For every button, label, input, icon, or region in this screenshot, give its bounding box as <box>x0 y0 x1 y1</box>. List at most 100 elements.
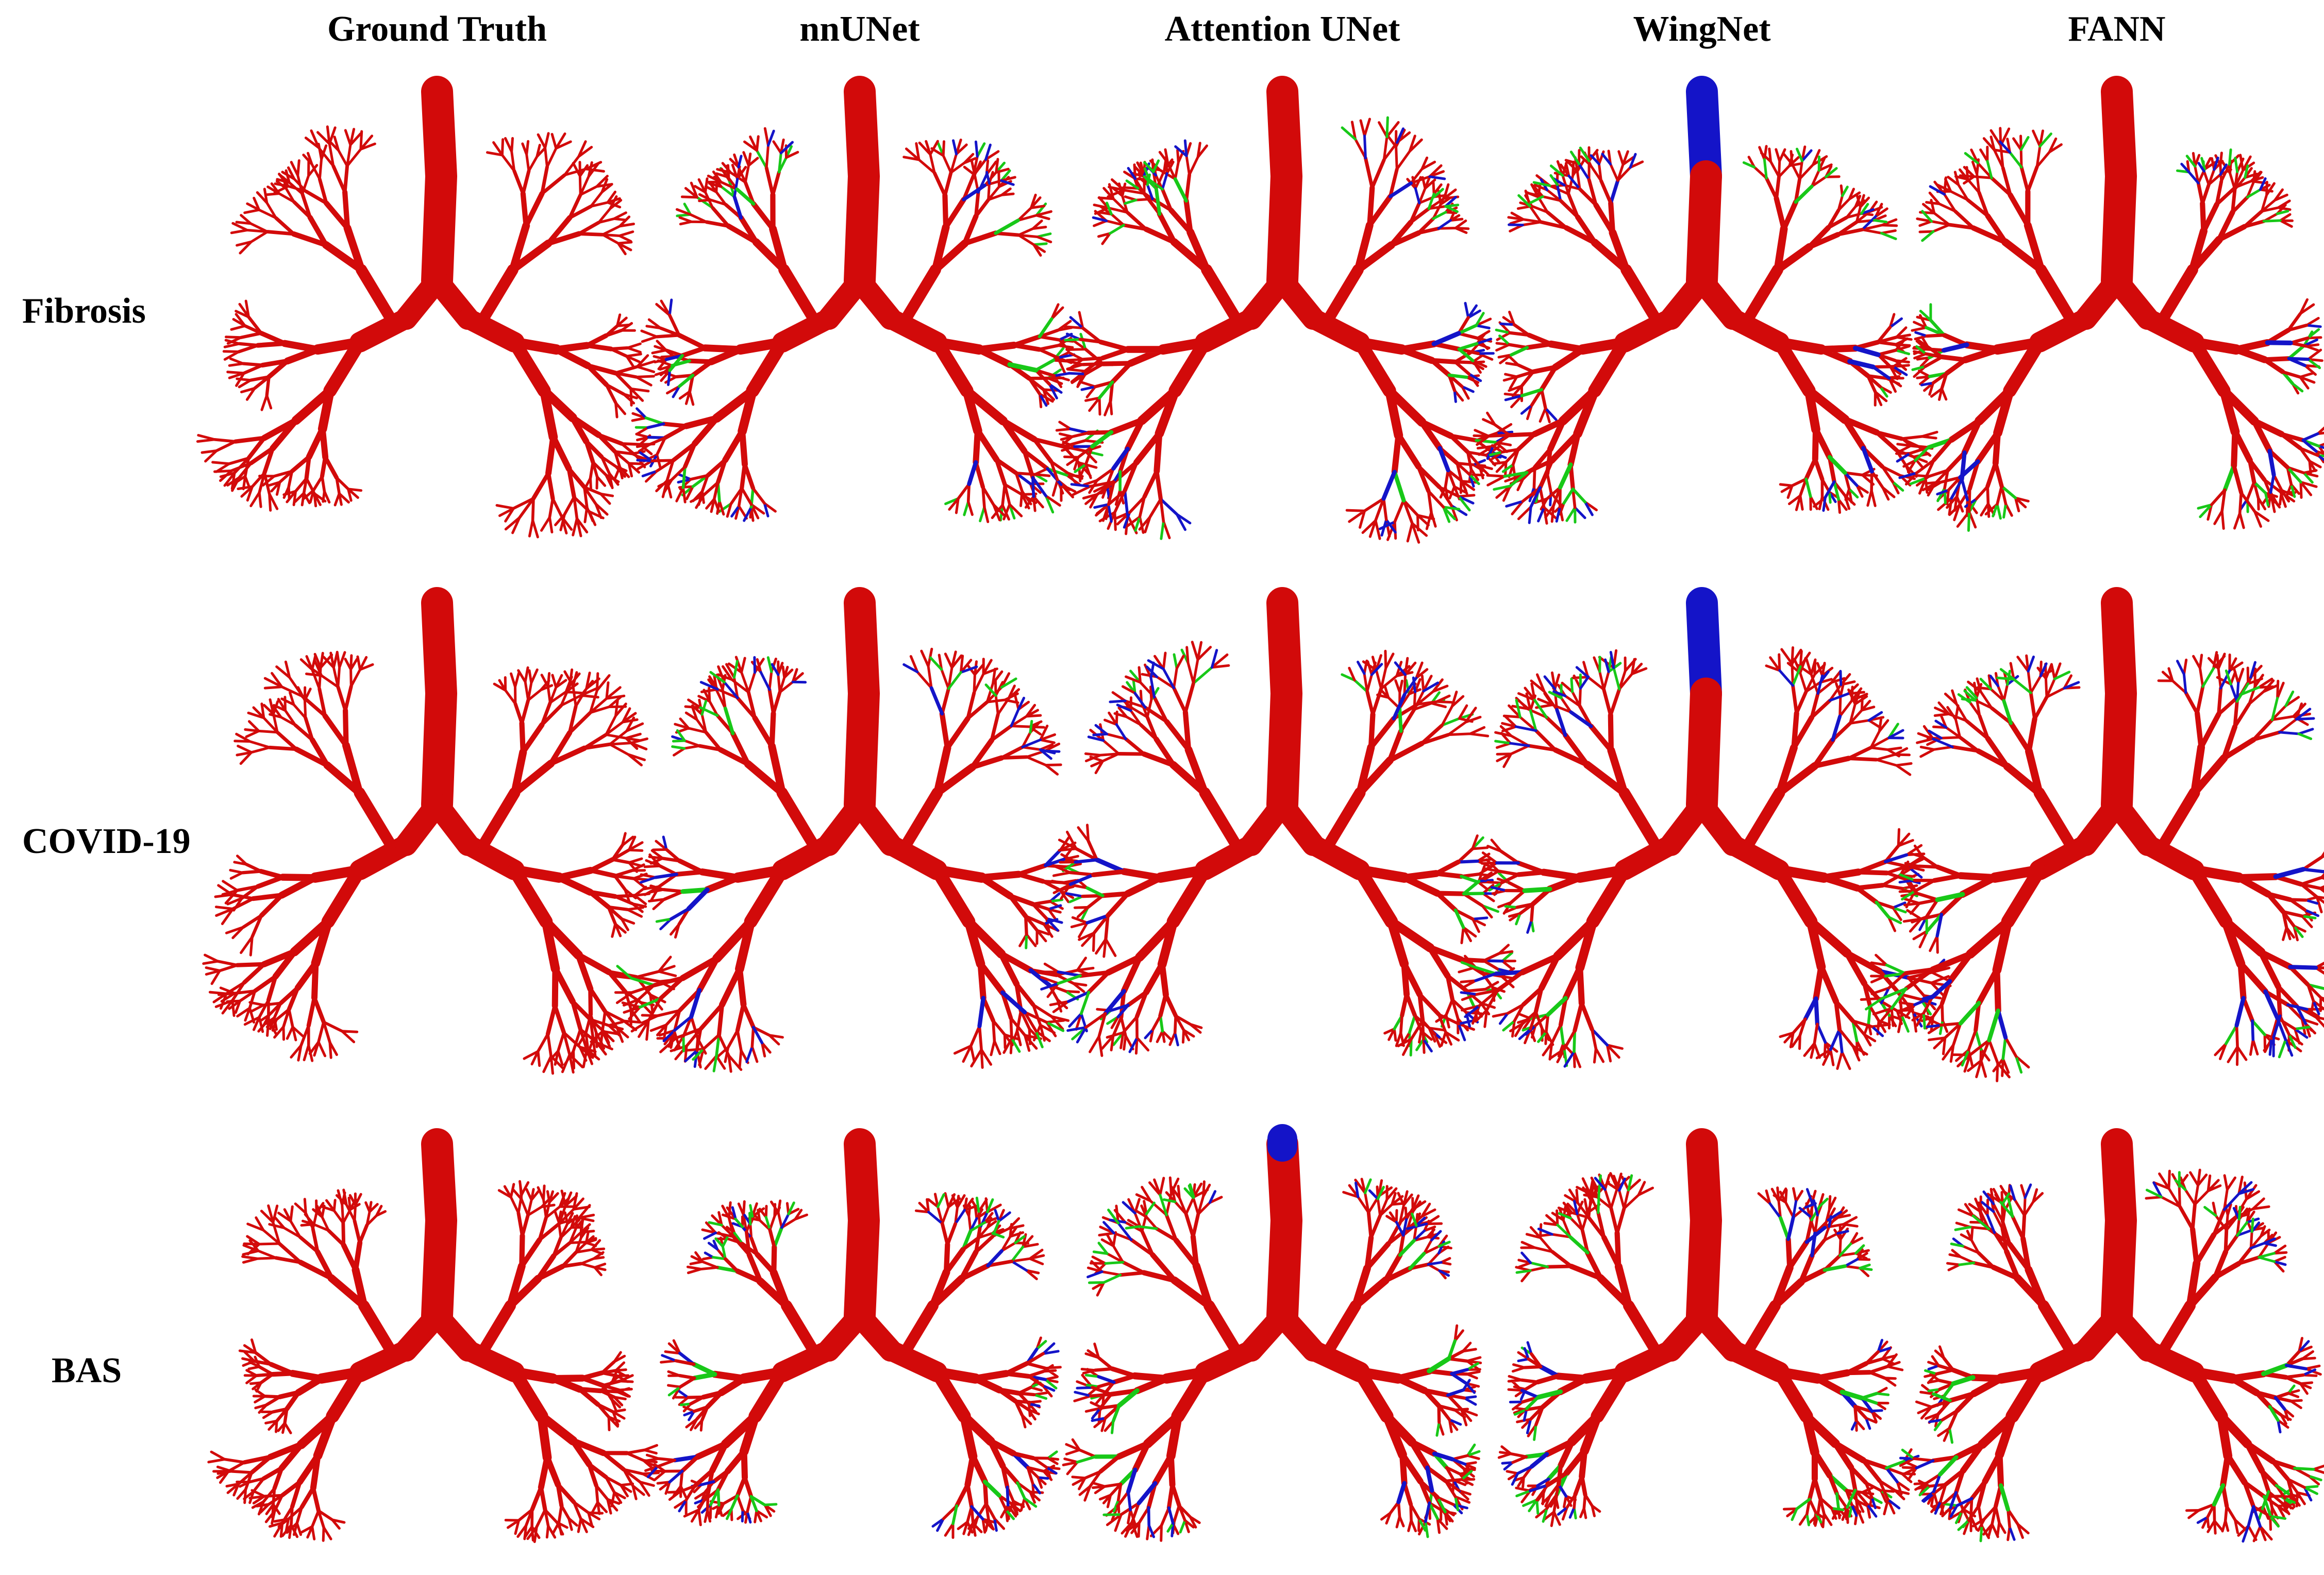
airway-branch <box>1097 1368 1469 1397</box>
airway-branch <box>1596 1263 1805 1310</box>
airway-branch <box>267 684 612 751</box>
airway-branch <box>316 1367 558 1384</box>
airway-branch <box>1786 1215 1827 1258</box>
column-header: FANN <box>2068 9 2165 49</box>
airway-branch <box>202 650 678 1075</box>
airway-branch <box>1057 974 1476 1034</box>
airway-branch <box>1529 471 1859 509</box>
airway-branch <box>1586 863 1818 928</box>
airway-branch <box>694 1438 1017 1488</box>
row-label: COVID-19 <box>22 822 191 861</box>
airway-tree <box>613 587 1095 1073</box>
airway-branch <box>661 422 1066 491</box>
airway-branch <box>2005 1365 2228 1423</box>
airway-branch <box>967 460 978 487</box>
airway-branch <box>1090 430 1406 502</box>
airway-branch <box>680 887 710 894</box>
airway-tree <box>202 587 678 1075</box>
airway-branch <box>1950 432 2319 501</box>
airway-branch <box>2014 1259 2219 1310</box>
airway-branch <box>2262 1467 2315 1517</box>
airway-branch <box>1086 430 1479 501</box>
airway-branch <box>1935 867 2324 938</box>
airway-branch <box>1117 681 1450 756</box>
airway-tree <box>1458 587 1952 1070</box>
airway-branch <box>1495 853 1909 865</box>
airway-branch <box>1614 308 1790 353</box>
airway-branch <box>1941 340 2293 353</box>
airway-branch <box>1978 1412 2252 1461</box>
airway-branch <box>1084 1178 1481 1538</box>
airway-branch <box>2273 1364 2308 1411</box>
airway-branch <box>1519 950 1883 1007</box>
airway-branch <box>1686 160 1722 297</box>
airway-branch <box>267 1437 607 1491</box>
airway-branch <box>744 863 976 928</box>
airway-branch <box>613 647 1095 1073</box>
airway-branch <box>1266 76 1302 297</box>
airway-branch <box>2029 308 2204 353</box>
airway-branch <box>1966 917 2266 975</box>
airway-branch <box>293 708 587 768</box>
airway-branch <box>1546 1206 1842 1272</box>
airway-branch <box>674 1352 1047 1422</box>
airway-branch <box>1552 710 1851 769</box>
airway-branch <box>223 1448 646 1529</box>
airway-branch <box>1120 868 1441 897</box>
airway-branch <box>1938 1455 2226 1512</box>
airway-branch <box>327 1262 542 1310</box>
airway-branch <box>1116 1356 1451 1408</box>
airway-branch <box>1568 1216 1847 1272</box>
airway-branch <box>748 1365 971 1423</box>
airway-branch <box>2038 1300 2196 1356</box>
airway-branch <box>689 968 1051 1029</box>
airway-branch <box>778 264 941 324</box>
airway-branch <box>1553 917 1852 973</box>
airway-branch <box>1969 1370 2267 1397</box>
airway-branch <box>844 587 880 820</box>
airway-branch <box>1948 417 2285 469</box>
airway-branch <box>1871 365 1891 380</box>
airway-branch <box>1591 1365 1813 1423</box>
airway-branch <box>1958 448 2276 481</box>
airway-branch <box>721 1412 995 1461</box>
airway-tree <box>196 76 656 539</box>
airway-branch <box>1555 708 1842 742</box>
airway-branch <box>1932 432 2305 495</box>
airway-branch <box>726 192 998 246</box>
airway-branch <box>2033 787 2200 850</box>
airway-branch <box>776 787 943 850</box>
column-header: Attention UNet <box>1165 9 1400 49</box>
airway-branch <box>230 844 637 939</box>
airway-branch <box>349 1340 525 1382</box>
airway-branch <box>1503 471 1840 505</box>
airway-branch <box>1097 324 1479 400</box>
airway-tree <box>1497 1128 1920 1529</box>
airway-branch <box>1510 346 1544 397</box>
airway-branch <box>298 1233 565 1282</box>
airway-branch <box>2003 743 2228 797</box>
airway-branch <box>2101 1128 2137 1332</box>
airway-branch <box>982 1480 1001 1498</box>
airway-branch <box>1948 1367 2288 1413</box>
airway-branch <box>1913 995 2309 1042</box>
airway-branch <box>717 711 1005 770</box>
airway-branch <box>1899 1181 2317 1543</box>
airway-tree <box>644 1128 1062 1539</box>
airway-branch <box>291 189 582 248</box>
airway-branch <box>1931 1382 2280 1422</box>
airway-branch <box>732 183 987 220</box>
airway-branch <box>686 887 710 911</box>
airway-branch <box>1930 949 2294 1014</box>
airway-branch <box>323 336 551 398</box>
airway-branch <box>1071 431 1498 525</box>
airway-branch <box>242 1451 629 1513</box>
airway-branch <box>781 1300 939 1356</box>
airway-tree <box>1039 587 1517 1057</box>
airway-branch <box>1614 834 1790 880</box>
airway-branch <box>1975 386 2259 438</box>
airway-branch <box>1951 1363 2289 1386</box>
airway-branch <box>639 656 1063 1068</box>
airway-branch <box>312 337 562 355</box>
airway-branch <box>207 1180 660 1543</box>
